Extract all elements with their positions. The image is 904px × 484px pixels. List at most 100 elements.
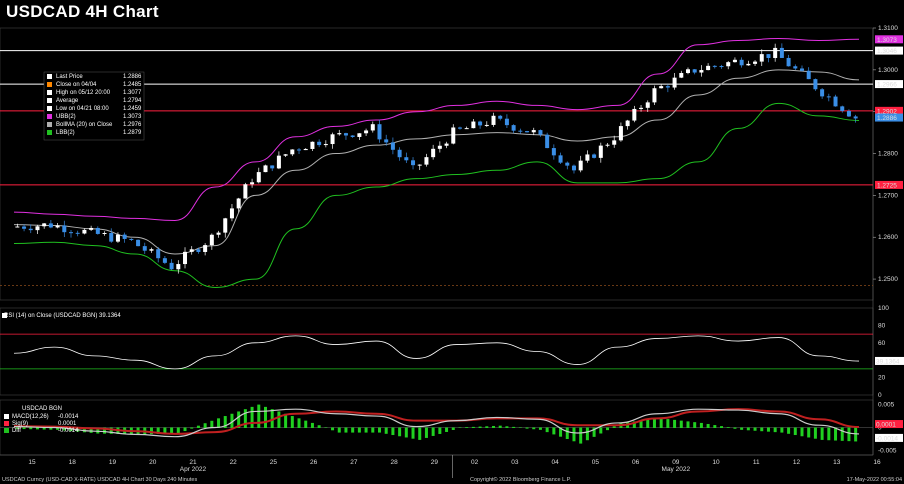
rsi-tag-bg [875, 356, 904, 365]
macd-diff-bar [89, 427, 93, 433]
candle-body [263, 165, 268, 173]
price-panel-frame [0, 27, 874, 301]
macd-diff-bar [418, 427, 422, 440]
macd-diff-bar [364, 427, 368, 433]
macd-diff-bar [398, 427, 402, 437]
macd-diff-bar [351, 427, 355, 433]
macd-diff-bar [485, 426, 489, 428]
macd-diff-bar [713, 425, 717, 428]
macd-diff-bar [404, 427, 408, 438]
macd-legend-label: MACD(12,26) [12, 414, 49, 420]
candle-body [578, 160, 583, 171]
legend-value: 1.2794 [123, 98, 142, 104]
legend-value: 1.2976 [123, 122, 142, 128]
macd-diff-bar [170, 427, 174, 434]
macd-diff-bar [257, 404, 261, 428]
macd-diff-bar [230, 413, 234, 428]
macd-diff-bar [726, 427, 730, 428]
candle-body [592, 154, 597, 158]
candle-body [518, 130, 523, 132]
candle-body [317, 141, 322, 146]
candle-body [437, 145, 442, 149]
macd-diff-bar [149, 427, 153, 435]
legend-label: High on 05/12 20:00 [56, 90, 111, 96]
price-tag-label: 1.3073 [877, 37, 897, 44]
macd-diff-bar [813, 427, 817, 439]
legend-swatch [47, 122, 52, 127]
rsi-line [13, 335, 860, 370]
candle-body [511, 125, 516, 131]
macd-diff-bar [606, 427, 610, 431]
candle-body [122, 234, 127, 239]
macd-diff-bar [371, 427, 375, 433]
candle-body [183, 251, 188, 265]
candle-body [216, 232, 221, 235]
rsi-legend-swatch [2, 313, 7, 318]
rsi-legend: RSI (14) on Close (USDCAD BGN) 39.1364 [4, 313, 121, 319]
legend-label: LBB(2) [56, 130, 75, 136]
candle-body [62, 225, 67, 233]
x-tick-label: 03 [511, 459, 519, 466]
macd-diff-bar [766, 427, 770, 432]
macd-diff-bar [612, 426, 616, 428]
candle-body [276, 155, 281, 169]
price-tag-bg [875, 46, 903, 55]
price-tag-bg [875, 180, 903, 189]
candle-body [504, 118, 509, 126]
macd-diff-bar [163, 427, 167, 434]
chart-title: USDCAD 4H Chart [6, 2, 159, 21]
macd-diff-bar [505, 426, 509, 428]
macd-diff-bar [438, 427, 442, 434]
candle-body [491, 115, 496, 125]
x-tick-label: 10 [712, 459, 720, 466]
macd-diff-bar [357, 427, 361, 433]
macd-diff-bar [760, 427, 764, 432]
candle-body [685, 69, 690, 74]
macd-diff-bar [324, 427, 328, 428]
macd-diff-bar [196, 425, 200, 428]
macd-diff-bar [237, 411, 241, 428]
price-tick-label: 1.3000 [878, 67, 898, 74]
x-tick-label: 16 [873, 459, 881, 466]
candle-body [270, 165, 275, 169]
candle-body [565, 162, 570, 166]
macd-diff-bar [424, 427, 428, 438]
candle-body [136, 239, 141, 247]
candle-body [478, 121, 483, 126]
candle-body [444, 143, 449, 146]
macd-tag-label: 0.0001 [876, 422, 896, 429]
macd-legend-value: -0.0014 [58, 414, 79, 420]
macd-diff-bar [552, 427, 556, 435]
macd-diff-bar [103, 427, 107, 434]
price-tag-bg [875, 106, 903, 115]
macd-diff-bar [565, 427, 569, 439]
candle-body [404, 157, 409, 161]
candle-body [672, 77, 677, 88]
candle-body [209, 234, 214, 246]
price-tag-label: 1.2902 [877, 108, 897, 115]
macd-diff-bar [56, 427, 60, 430]
x-tick-label: 21 [189, 459, 197, 466]
legend-value: 1.2879 [123, 130, 142, 136]
candle-body [42, 223, 47, 227]
macd-diff-bar [82, 427, 86, 433]
legend-value: 1.2886 [123, 74, 142, 80]
macd-diff-bar [377, 427, 381, 433]
macd-diff-bar [15, 427, 19, 429]
macd-diff-bar [686, 421, 690, 428]
candle-body [343, 133, 348, 136]
candle-body [330, 134, 335, 145]
macd-diff-bar [532, 427, 536, 430]
macd-diff-bar [512, 426, 516, 428]
macd-diff-bar [35, 427, 39, 430]
candle-body [538, 130, 543, 135]
candle-body [283, 154, 288, 156]
macd-legend-swatch [4, 414, 9, 419]
candle-body [169, 262, 174, 270]
price-tag-label: 1.2725 [877, 182, 897, 189]
macd-diff-bar [599, 427, 603, 434]
macd-diff-bar [263, 406, 267, 428]
candle-body [75, 232, 80, 234]
candle-body [699, 70, 704, 73]
